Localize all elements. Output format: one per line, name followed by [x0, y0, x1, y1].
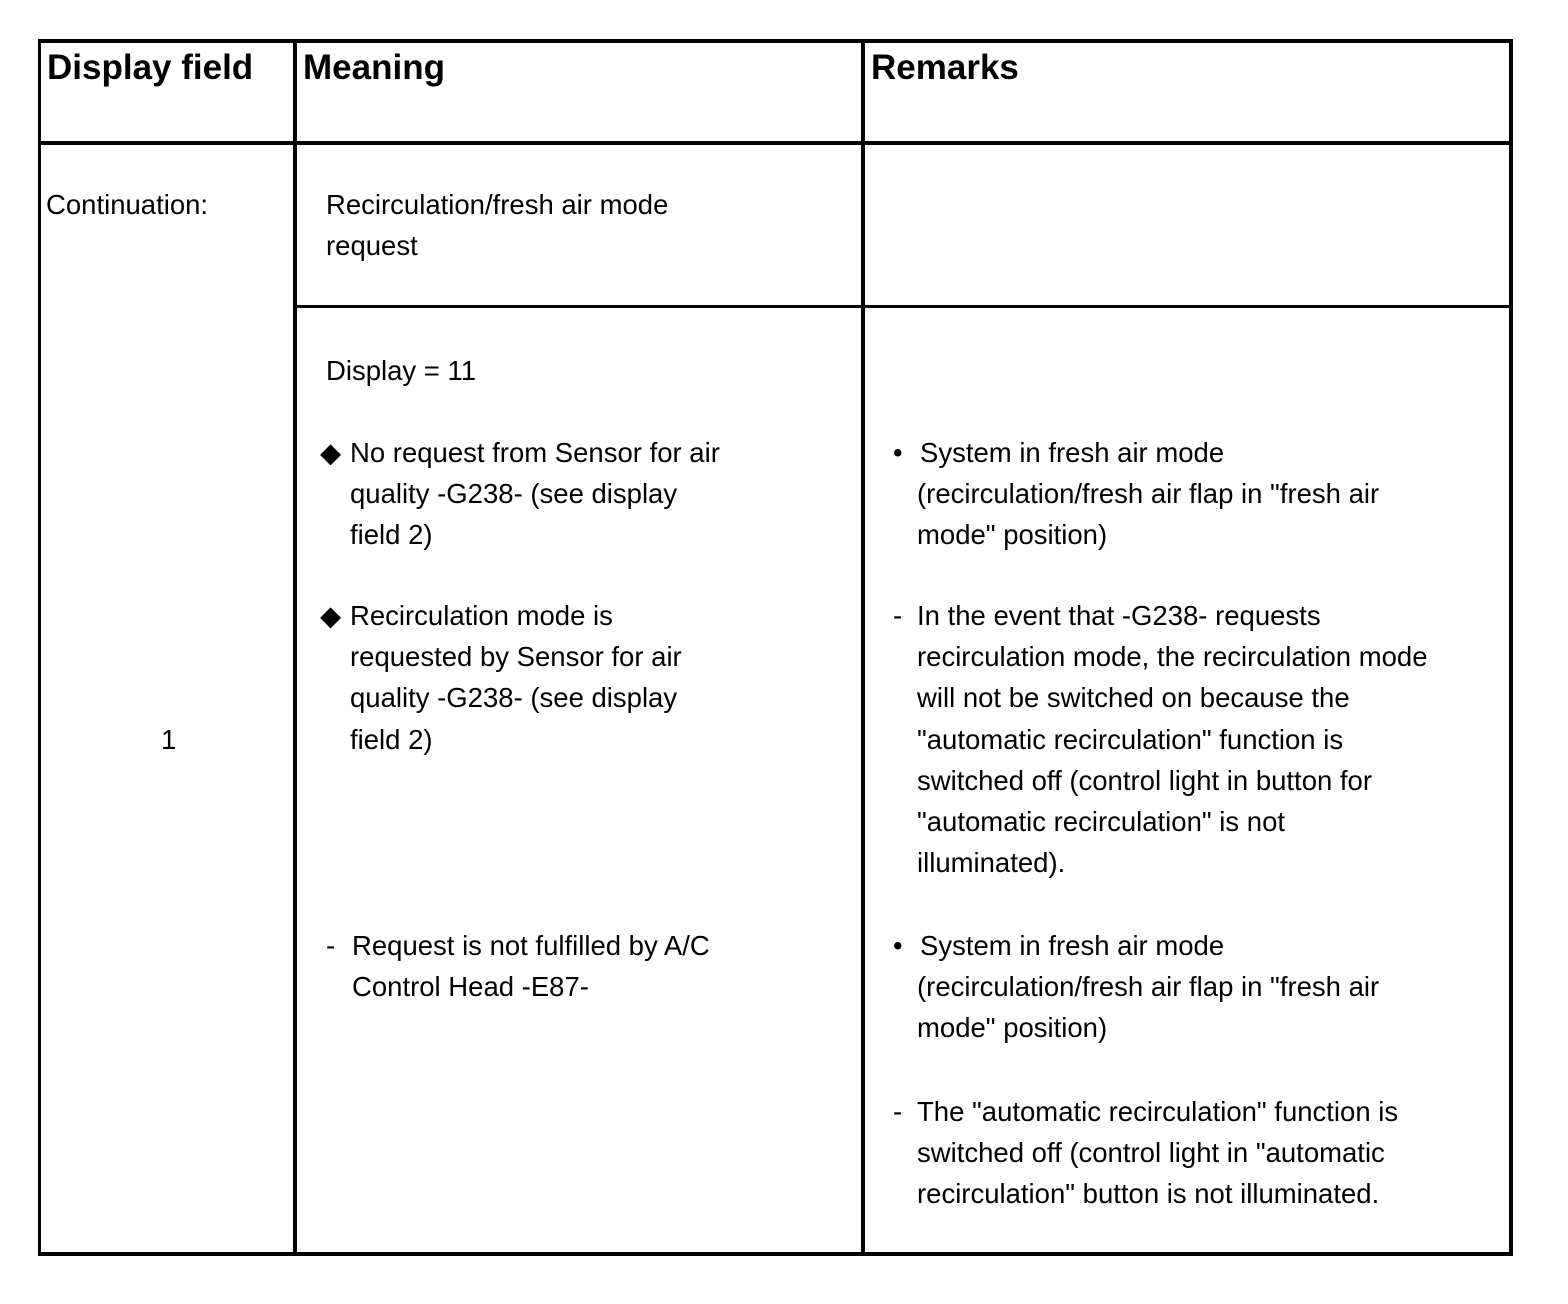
display-field-value: 1	[161, 724, 177, 755]
meaning-title: Recirculation/fresh air mode request	[326, 189, 669, 262]
meaning-item: Request is not fulfilled by A/C Control …	[352, 930, 710, 1003]
bullet-marker: •	[893, 930, 903, 961]
display-value: Display = 11	[326, 355, 477, 386]
diamond-bullet-icon: ◆	[320, 600, 342, 631]
header-meaning: Meaning	[303, 48, 445, 87]
border-bottom	[38, 1252, 1513, 1256]
continuation-label: Continuation:	[46, 189, 209, 220]
row-divider	[293, 305, 1513, 308]
remarks-item: The "automatic recirculation" function i…	[917, 1096, 1399, 1210]
header-divider	[38, 141, 1513, 145]
column-divider-1	[293, 39, 297, 1256]
header-display-field: Display field	[47, 48, 254, 87]
remarks-item: In the event that -G238- requests recirc…	[917, 600, 1428, 879]
header-remarks: Remarks	[871, 48, 1019, 87]
remarks-item: System in fresh air mode (recirculation/…	[917, 437, 1380, 551]
bullet-marker: •	[893, 437, 903, 468]
border-top	[38, 39, 1513, 43]
meaning-item: Recirculation mode is requested by Senso…	[350, 600, 682, 755]
meaning-item: No request from Sensor for air quality -…	[350, 437, 720, 551]
column-divider-2	[861, 39, 865, 1256]
dash-marker: -	[326, 930, 336, 961]
dash-marker: -	[893, 600, 903, 631]
diamond-bullet-icon: ◆	[320, 437, 342, 468]
border-left	[38, 39, 41, 1256]
dash-marker: -	[893, 1096, 903, 1127]
remarks-item: System in fresh air mode (recirculation/…	[917, 930, 1380, 1044]
border-right	[1509, 39, 1513, 1256]
